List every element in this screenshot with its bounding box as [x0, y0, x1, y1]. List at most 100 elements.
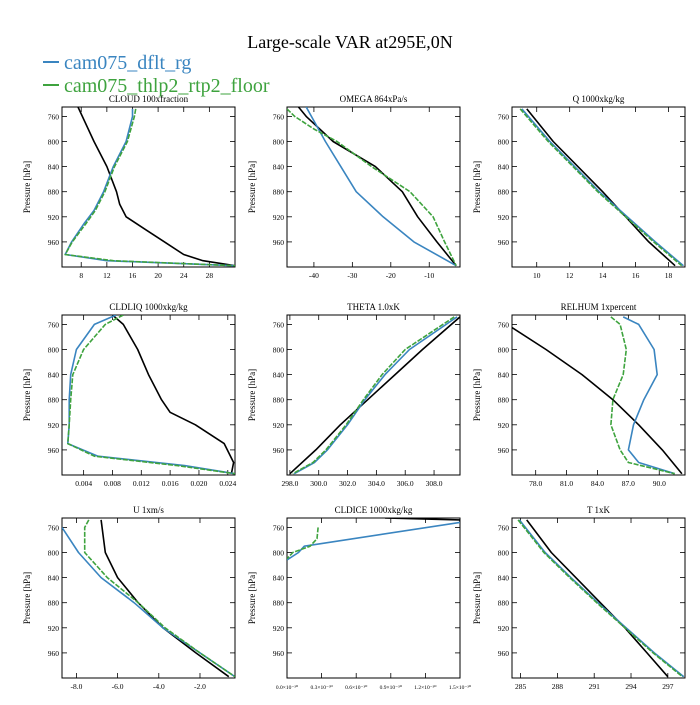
y-tick-label: 760 — [48, 320, 60, 329]
y-tick-label: 760 — [273, 320, 285, 329]
y-tick-label: 880 — [48, 599, 60, 608]
y-tick-label: 960 — [48, 238, 60, 247]
x-tick-label: -2.0 — [194, 682, 206, 691]
y-tick-label: 960 — [273, 446, 285, 455]
legend-label-thlp2: cam075_thlp2_rtp2_floor — [64, 75, 270, 97]
y-axis-label: Pressure [hPa] — [22, 161, 32, 213]
x-tick-label: 298.0 — [281, 479, 298, 488]
y-tick-label: 840 — [498, 371, 510, 380]
y-tick-label: 760 — [48, 112, 60, 121]
x-tick-label: 0.020 — [191, 479, 208, 488]
panel-frame — [286, 106, 461, 268]
series-line-dflt — [293, 316, 458, 475]
series-line-dflt — [521, 108, 684, 267]
panel-frame — [61, 517, 236, 679]
y-tick-label: 760 — [273, 112, 285, 121]
series-line-dflt — [287, 521, 460, 561]
panel-2: Q 1000xkg/kg Pressure [hPa] 760 800 840 880 92… — [472, 94, 686, 280]
y-tick-label: 880 — [273, 599, 285, 608]
series-line-ref — [111, 315, 235, 474]
x-tick-label: 0.004 — [75, 479, 92, 488]
y-tick-label: 880 — [273, 396, 285, 405]
series-line-thlp2 — [610, 316, 675, 475]
y-tick-label: 840 — [48, 574, 60, 583]
series-line-thlp2 — [287, 527, 319, 560]
y-tick-label: 840 — [273, 574, 285, 583]
y-tick-label: 880 — [48, 188, 60, 197]
y-tick-label: 800 — [498, 138, 510, 147]
series-line-thlp2 — [519, 108, 683, 267]
panel-title: RELHUM 1xpercent — [561, 302, 637, 312]
figure-title: Large-scale VAR at295E,0N — [247, 32, 452, 52]
series-line-ref — [77, 107, 235, 267]
y-tick-label: 800 — [273, 138, 285, 147]
x-tick-label: 1.2×10⁻³⁰ — [414, 684, 437, 691]
x-tick-label: 300.0 — [310, 479, 327, 488]
y-tick-label: 760 — [498, 112, 510, 121]
panel-title: CLDLIQ 1000xkg/kg — [109, 302, 188, 312]
series-line-ref — [289, 316, 460, 475]
x-tick-label: -20 — [386, 271, 396, 280]
y-tick-label: 920 — [273, 421, 285, 430]
series-line-ref — [526, 108, 676, 267]
x-tick-label: 18 — [665, 271, 673, 280]
x-tick-label: 0.6×10⁻³⁰ — [345, 684, 368, 691]
y-tick-label: 960 — [498, 446, 510, 455]
y-tick-label: 960 — [48, 446, 60, 455]
y-tick-label: 760 — [48, 523, 60, 532]
series-line-ref — [512, 326, 683, 475]
x-tick-label: 297 — [662, 682, 674, 691]
y-axis-label: Pressure [hPa] — [247, 161, 257, 213]
y-axis-label: Pressure [hPa] — [472, 369, 482, 421]
x-tick-label: 16 — [632, 271, 640, 280]
panel-1: OMEGA 864xPa/s Pressure [hPa] 760 800 840 880… — [247, 94, 461, 280]
series-line-ref — [297, 107, 457, 267]
panel-frame — [511, 106, 686, 268]
x-tick-label: 288 — [552, 682, 564, 691]
x-tick-label: 294 — [625, 682, 637, 691]
x-tick-label: 0.008 — [104, 479, 121, 488]
series-line-dflt — [305, 107, 457, 267]
series-line-thlp2 — [287, 108, 457, 267]
y-tick-label: 840 — [48, 371, 60, 380]
y-tick-label: 840 — [48, 163, 60, 172]
panel-8: T 1xK Pressure [hPa] 760 800 840 880 920 960 285… — [472, 505, 686, 691]
y-tick-label: 920 — [498, 213, 510, 222]
x-tick-label: 90.0 — [653, 479, 666, 488]
x-tick-label: -6.0 — [112, 682, 124, 691]
y-tick-label: 960 — [273, 649, 285, 658]
x-tick-label: 308.0 — [426, 479, 443, 488]
x-tick-label: 14 — [599, 271, 607, 280]
legend: cam075_dflt_rg cam075_thlp2_rtp2_floor — [43, 52, 270, 97]
y-tick-label: 880 — [498, 599, 510, 608]
y-tick-label: 800 — [48, 346, 60, 355]
x-tick-label: -40 — [309, 271, 319, 280]
series-line-ref — [526, 519, 669, 678]
panel-5: RELHUM 1xpercent Pressure [hPa] 760 800 840 8… — [472, 302, 686, 488]
y-tick-label: 800 — [273, 346, 285, 355]
x-tick-label: 84.0 — [591, 479, 604, 488]
y-tick-label: 920 — [273, 213, 285, 222]
series-line-thlp2 — [64, 108, 235, 267]
x-tick-label: 0.3×10⁻³⁰ — [310, 684, 333, 691]
panel-0: CLOUD 100xfraction Pressure [hPa] 760 800 84… — [22, 94, 236, 280]
y-tick-label: 920 — [48, 213, 60, 222]
panel-frame — [286, 517, 461, 679]
y-tick-label: 920 — [273, 624, 285, 633]
y-axis-label: Pressure [hPa] — [247, 572, 257, 624]
y-tick-label: 840 — [498, 574, 510, 583]
x-tick-label: 0.0×10⁻³⁰ — [276, 684, 299, 691]
y-tick-label: 800 — [48, 138, 60, 147]
y-tick-label: 920 — [498, 624, 510, 633]
y-tick-label: 800 — [498, 346, 510, 355]
x-tick-label: 12 — [103, 271, 111, 280]
y-tick-label: 920 — [48, 624, 60, 633]
panel-frame — [511, 314, 686, 476]
y-tick-label: 840 — [498, 163, 510, 172]
y-tick-label: 880 — [498, 188, 510, 197]
series-line-ref — [100, 519, 230, 678]
y-tick-label: 880 — [498, 396, 510, 405]
x-tick-label: 285 — [515, 682, 527, 691]
panel-title: OMEGA 864xPa/s — [340, 94, 408, 104]
